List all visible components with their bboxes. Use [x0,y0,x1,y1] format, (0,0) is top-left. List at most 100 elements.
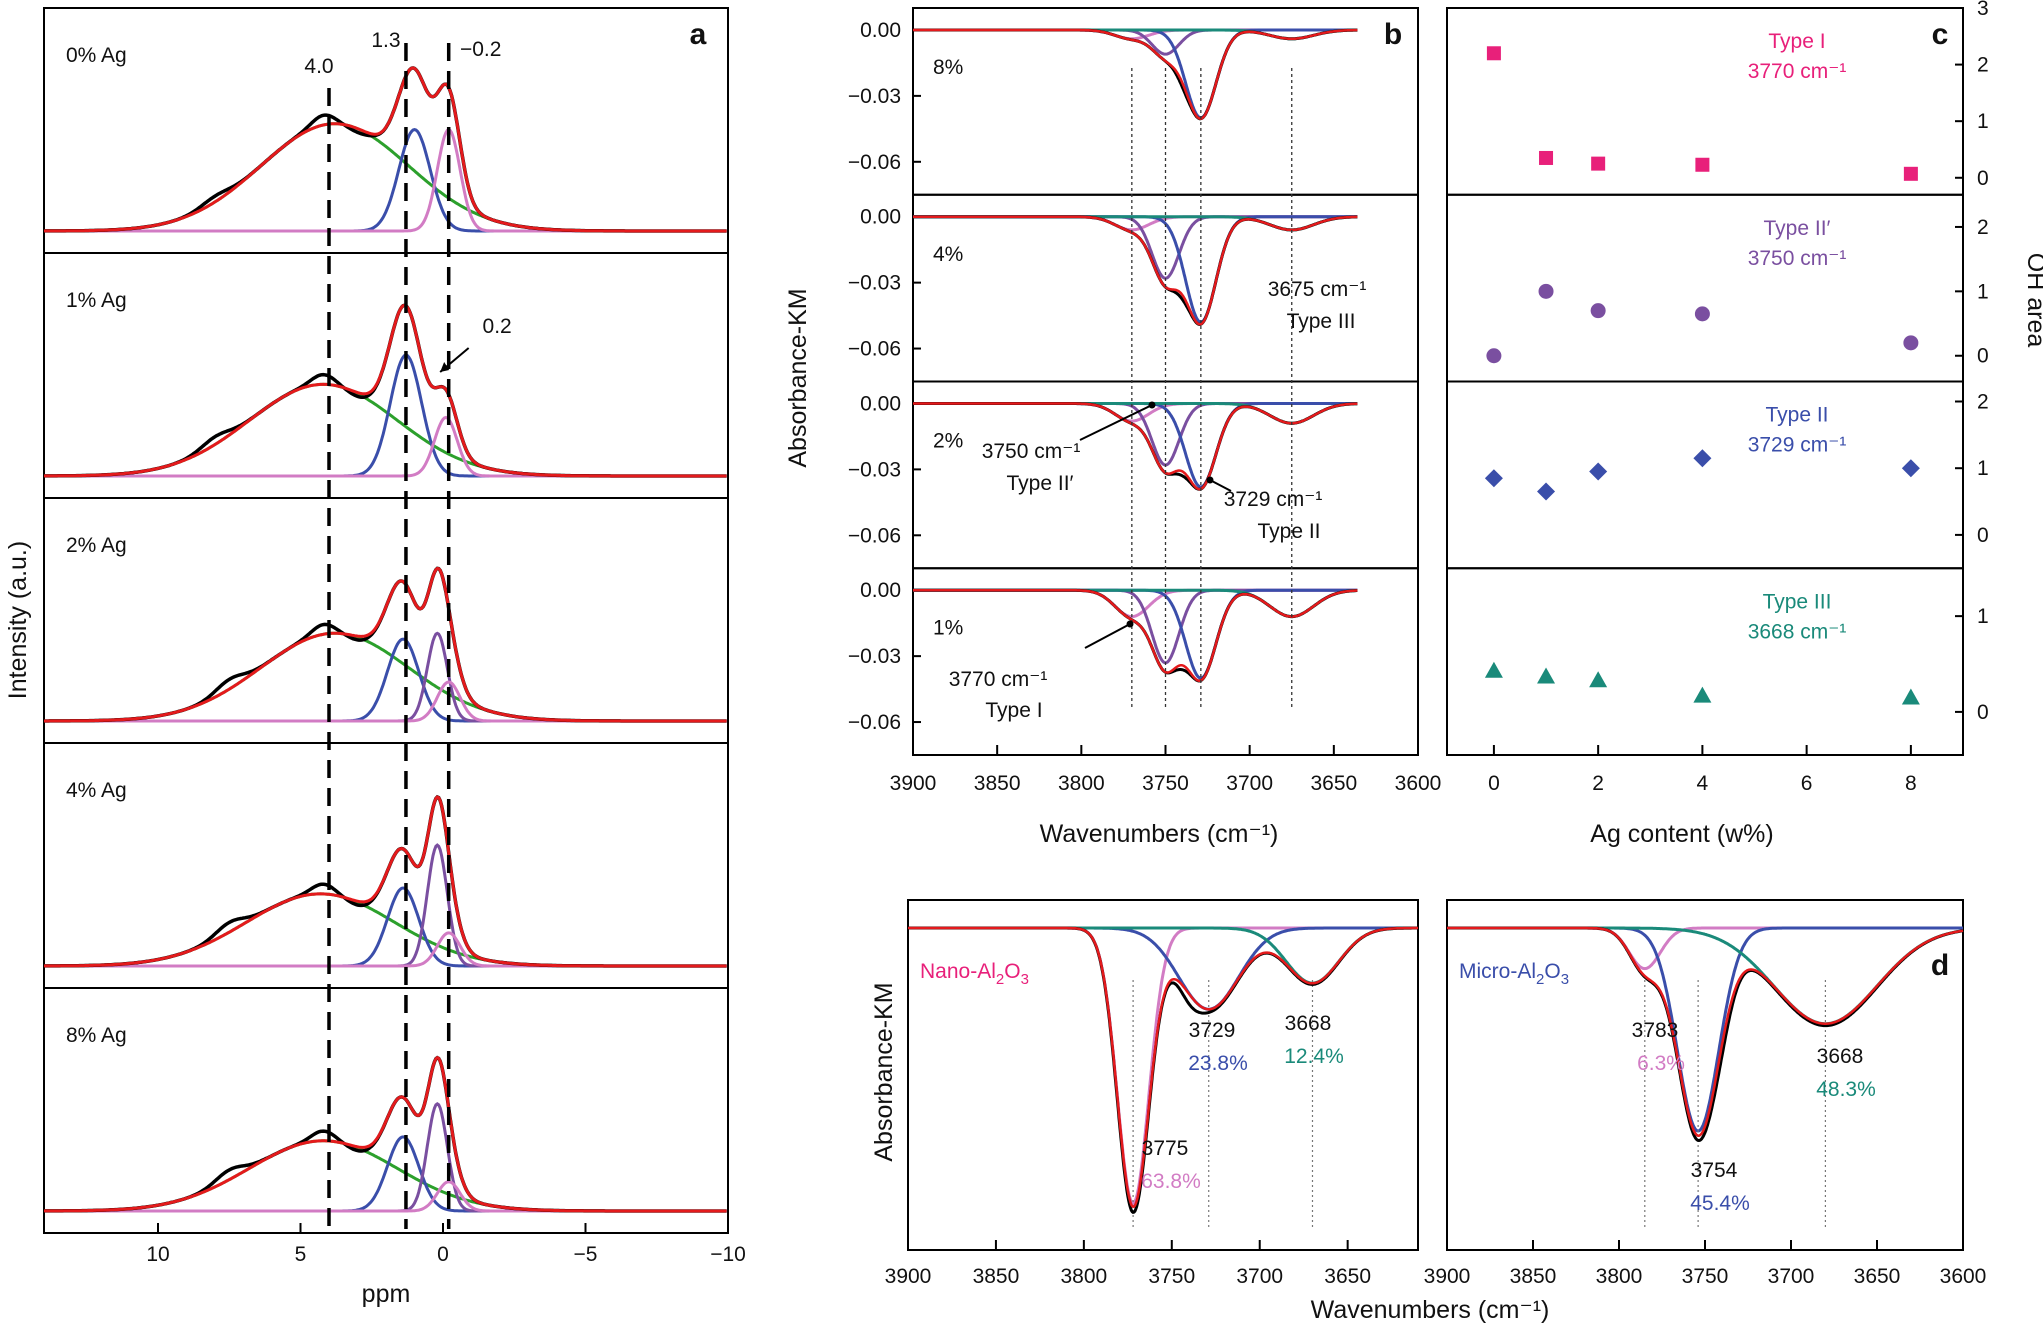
alumina-subplot: 3783 6.3% 3754 45.4% 3668 48.3% Micro-Al2O3 390… [1424,899,1987,1288]
panel-c-xlabel: Ag content (w%) [1590,820,1773,848]
oh-series-name: Type I [1768,30,1825,53]
ftir-fit-sum [913,402,1358,491]
oh-point [1537,482,1556,501]
ftir-xtick-label: 3750 [1142,772,1189,795]
alumina-component [1447,926,1963,1133]
ftir-subplot: 0.00 −0.03 −0.06 2% [848,380,1419,570]
nmr-peak-label: −0.2 [460,38,501,61]
nmr-xtick-label: 5 [295,1243,307,1266]
alumina-fit-sum [1447,926,1964,1137]
oh-series-name: Type III [1763,590,1832,613]
oh-point [1484,661,1503,678]
alumina-fit-sum [908,926,1418,1209]
oh-point [1901,688,1920,705]
oh-point [1590,303,1606,319]
nmr-peak-label: 4.0 [304,55,333,78]
oh-xtick-label: 4 [1697,772,1709,795]
oh-point [1486,46,1501,61]
ftir-xtick-label: 3700 [1226,772,1273,795]
ftir-annotation: Type I [985,699,1042,722]
oh-xtick-label: 6 [1801,772,1813,795]
nmr-fit-sum [43,66,727,233]
nmr-experimental [44,1055,727,1213]
nmr-xtick-label: −5 [574,1243,598,1266]
alumina-frame [907,899,1419,1251]
nmr-subplot: 8% Ag [43,987,729,1234]
oh-ytick-label: 2 [1977,54,1989,77]
oh-ytick-label: 1 [1977,605,1989,628]
nmr-fit-sum [44,795,727,968]
alumina-peak-pct: 63.8% [1141,1170,1201,1193]
panel-a-nmr: Intensity (a.u.) ppm a 0% Ag 1% Ag 2% Ag 4%… [4,7,746,1308]
oh-point [1486,348,1502,364]
alumina-xtick-label: 3600 [1940,1265,1987,1288]
ftir-xtick-label: 3850 [974,772,1021,795]
oh-ytick-label: 1 [1977,457,1989,480]
oh-ytick-label: 0 [1977,524,1989,547]
alumina-label-part: 2 [996,971,1004,988]
alumina-peak-pct: 45.4% [1690,1192,1750,1215]
oh-point [1539,150,1554,165]
alumina-peak-wn: 3668 [1817,1045,1864,1068]
ftir-experimental [913,215,1358,327]
alumina-sample-label: Micro-Al2O3 [1459,960,1569,988]
nmr-purple-fit [44,843,727,968]
nmr-subplot: 4% Ag [43,742,729,989]
nmr-annotation: 0.2 [483,315,512,338]
nmr-experimental [44,303,727,478]
nmr-sample-label: 2% Ag [66,534,127,557]
nmr-blue-fit [44,353,727,478]
nmr-sample-label: 4% Ag [66,779,127,802]
oh-ytick-label: 0 [1977,167,1989,190]
nmr-sample-label: 1% Ag [66,289,127,312]
nmr-subplot-frame [43,987,729,1234]
ftir-experimental [913,402,1358,491]
panel-b-letter: b [1384,18,1402,51]
oh-ytick-label: 2 [1977,391,1989,414]
alumina-peak-wn: 3754 [1691,1159,1738,1182]
ftir-type-iip [913,28,1358,56]
ftir-fit-sum [913,215,1358,326]
nmr-subplot-frame [43,742,729,989]
alumina-label-part: O [1004,960,1020,983]
ftir-type-ii [913,402,1358,489]
alumina-xtick-label: 3750 [1148,1265,1195,1288]
ftir-annotation-arrow [1084,623,1131,649]
alumina-xtick-label: 3900 [885,1265,932,1288]
ftir-annotation: 3750 cm⁻¹ [982,440,1081,463]
oh-ytick-label: 1 [1977,110,1989,133]
alumina-label-part: 3 [1561,971,1569,988]
alumina-xtick-label: 3800 [1061,1265,1108,1288]
ftir-type-iip [913,215,1358,280]
alumina-peak-wn: 3668 [1285,1012,1332,1035]
ftir-annotation: Type II [1257,520,1320,543]
oh-xtick-label: 8 [1905,772,1917,795]
alumina-xtick-label: 3650 [1854,1265,1901,1288]
oh-series-wavenumber: 3729 cm⁻¹ [1748,434,1847,457]
panel-d-letter: d [1931,949,1949,982]
nmr-pink-fit [44,680,727,723]
oh-subplot-frame [1446,380,1964,570]
ftir-type-ii [913,28,1358,120]
panel-a-ylabel: Intensity (a.u.) [4,541,32,699]
alumina-xtick-label: 3700 [1768,1265,1815,1288]
panel-d-alumina: Absorbance-KM Wavenumbers (cm⁻¹) d 3775 6… [870,899,1987,1324]
panel-a-xlabel: ppm [362,1280,411,1308]
ftir-sample-label: 4% [933,243,963,266]
nmr-fit-sum [44,303,727,478]
ftir-ytick-label: −0.06 [848,524,901,547]
nmr-sample-label: 8% Ag [66,1024,127,1047]
ftir-arrow-head [1206,476,1214,484]
nmr-subplot-frame [43,497,729,744]
ftir-sample-label: 8% [933,56,963,79]
oh-point [1538,283,1554,299]
ftir-ytick-label: 0.00 [860,579,901,602]
oh-series-wavenumber: 3668 cm⁻¹ [1748,620,1847,643]
nmr-subplot: 1% Ag [43,252,729,499]
ftir-arrow-head [1126,620,1134,628]
ftir-annotation: 3675 cm⁻¹ [1268,278,1367,301]
ftir-annotation: Type II′ [1007,472,1074,495]
ftir-ytick-label: −0.06 [848,338,901,361]
ftir-arrow-head [1148,401,1156,409]
ftir-annotation-arrow [1209,479,1232,492]
